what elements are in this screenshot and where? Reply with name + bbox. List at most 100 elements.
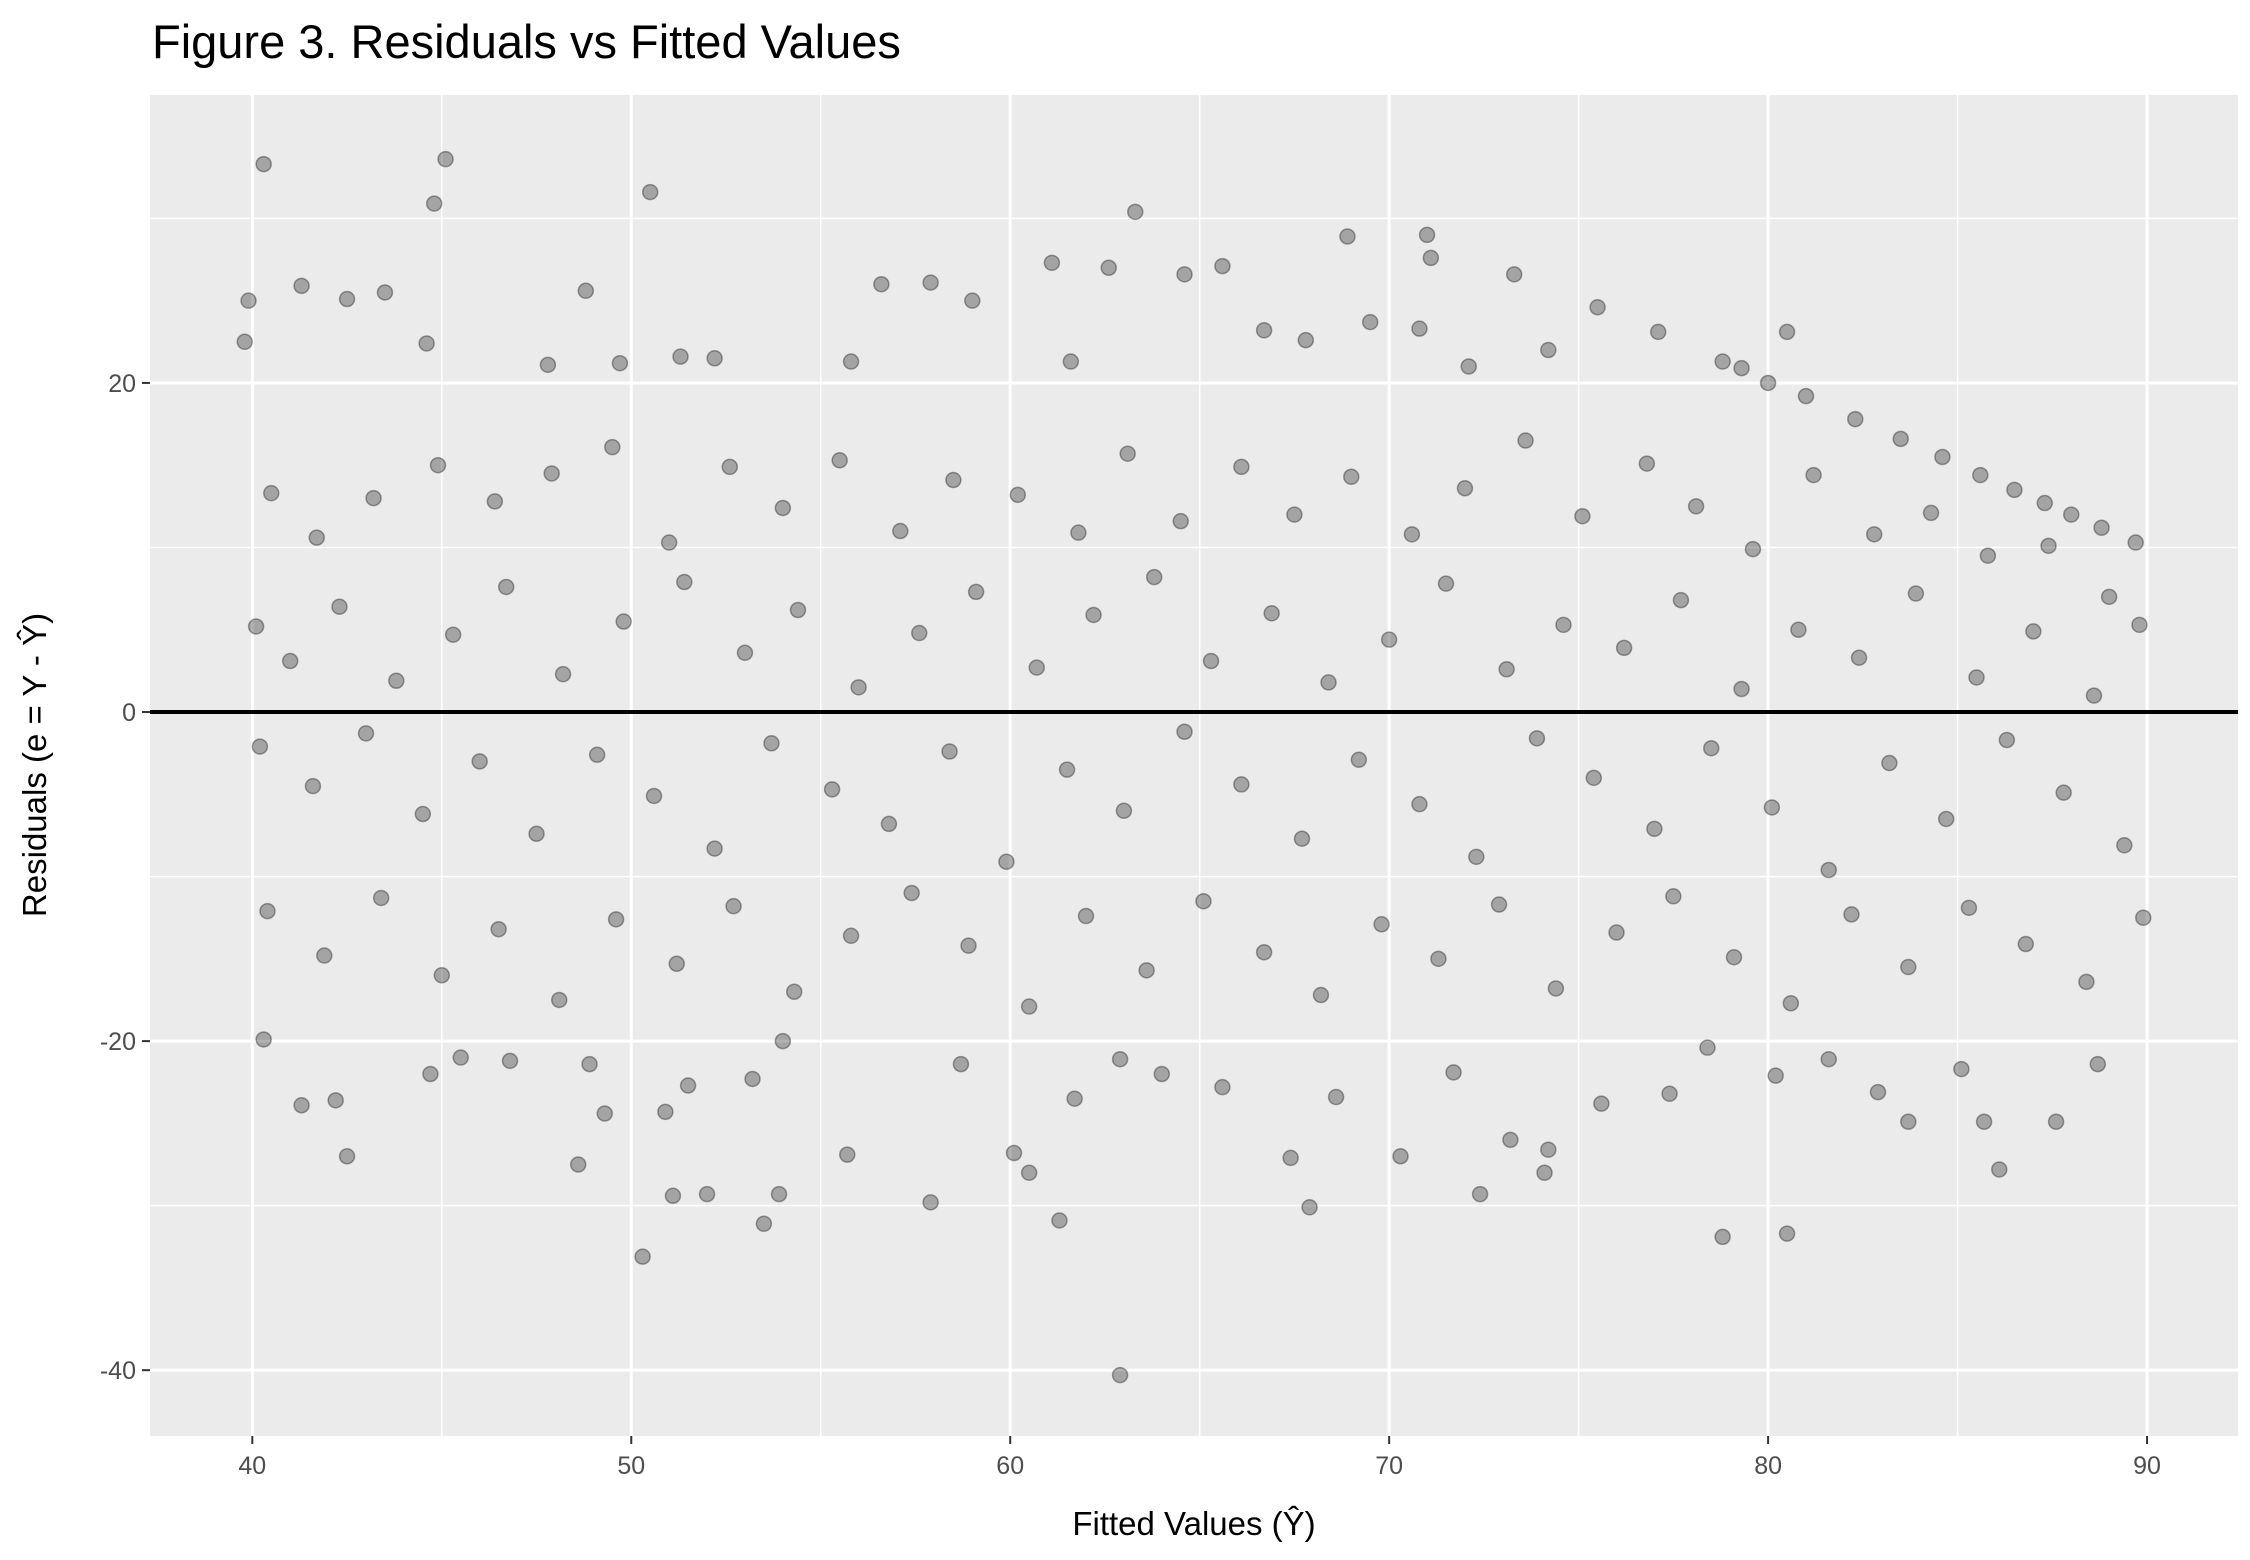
data-point <box>1070 524 1087 541</box>
data-point <box>755 1215 773 1232</box>
data-point <box>774 499 792 517</box>
data-point <box>1536 1164 1553 1181</box>
data-point <box>1574 507 1591 525</box>
data-point <box>1805 466 1822 484</box>
data-point <box>1490 896 1508 913</box>
data-point <box>539 356 557 374</box>
data-point <box>1361 313 1379 331</box>
data-point <box>1778 1225 1796 1242</box>
data-point <box>1661 1085 1678 1103</box>
data-point <box>1972 466 1989 484</box>
data-point <box>1233 776 1250 793</box>
data-point <box>1411 795 1428 813</box>
data-point <box>1733 359 1750 377</box>
data-point <box>763 735 780 752</box>
data-point <box>1043 254 1061 272</box>
data-point <box>1115 802 1133 819</box>
data-point <box>785 983 803 1000</box>
data-point <box>1176 723 1193 741</box>
data-point <box>676 573 693 591</box>
data-point <box>998 853 1015 871</box>
data-point <box>839 1146 856 1163</box>
data-point <box>706 350 723 367</box>
data-point <box>1699 1039 1716 1056</box>
data-point <box>1725 948 1743 966</box>
plot-panel <box>150 95 2238 1436</box>
data-point <box>452 1049 469 1066</box>
data-point <box>1058 761 1076 778</box>
data-point <box>1714 1228 1731 1246</box>
data-point <box>577 282 595 300</box>
data-point <box>293 1097 310 1114</box>
data-point <box>1214 257 1231 275</box>
data-point <box>789 601 807 619</box>
data-point <box>1468 848 1485 866</box>
x-axis-title: Fitted Values (Ŷ) <box>1072 1505 1315 1542</box>
data-point <box>372 889 390 907</box>
chart-title: Figure 3. Residuals vs Fitted Values <box>152 15 901 68</box>
data-point <box>588 746 606 764</box>
data-point <box>1430 950 1447 968</box>
data-point <box>1953 1060 1970 1078</box>
data-point <box>1286 506 1303 523</box>
data-point <box>1111 1366 1129 1384</box>
data-point <box>1145 568 1163 586</box>
data-point <box>1077 907 1095 925</box>
data-point <box>1907 585 1925 602</box>
data-point <box>247 618 265 635</box>
data-point <box>1312 986 1330 1004</box>
data-point <box>551 991 568 1009</box>
data-point <box>1615 639 1633 657</box>
data-point <box>1297 331 1315 349</box>
data-point <box>1975 1113 1993 1130</box>
data-point <box>1320 674 1337 691</box>
data-point <box>964 292 981 309</box>
data-point <box>236 333 253 351</box>
data-point <box>1672 591 1690 609</box>
data-point <box>1585 769 1603 787</box>
data-point <box>706 840 723 857</box>
data-point <box>2135 909 2152 926</box>
data-point <box>1263 605 1280 622</box>
data-point <box>850 679 867 696</box>
data-point <box>304 777 322 795</box>
x-tick-label: 90 <box>2133 1452 2161 1480</box>
data-point <box>376 284 394 301</box>
data-point <box>744 1070 761 1088</box>
data-point <box>251 738 269 755</box>
data-point <box>1392 1148 1409 1165</box>
data-point <box>941 743 958 760</box>
data-point <box>1020 998 1038 1015</box>
data-point <box>425 195 443 212</box>
data-point <box>528 825 545 843</box>
data-point <box>1547 980 1565 997</box>
data-point <box>2036 494 2053 512</box>
data-point <box>1922 504 1940 522</box>
data-point <box>1649 323 1667 341</box>
data-point <box>903 884 920 902</box>
data-point <box>1403 526 1421 543</box>
data-point <box>823 781 841 798</box>
data-point <box>1767 1067 1784 1084</box>
data-point <box>1608 924 1625 941</box>
data-point <box>2063 506 2080 523</box>
data-point <box>1100 259 1117 277</box>
data-point <box>1437 575 1455 592</box>
data-point <box>263 484 280 502</box>
data-point <box>1327 1088 1345 1106</box>
data-point <box>2131 616 2148 634</box>
data-point <box>1062 353 1080 370</box>
data-point <box>471 753 488 770</box>
data-point <box>1350 751 1368 768</box>
x-tick-label: 50 <box>617 1452 645 1480</box>
data-point <box>1498 660 1515 678</box>
axes: 40 50 60 70 80 90 -40 -20 0 20 <box>100 370 2161 1480</box>
data-point <box>1517 432 1534 449</box>
data-point <box>388 672 405 690</box>
data-point <box>721 458 739 476</box>
data-point <box>615 613 632 630</box>
data-point <box>2047 1113 2065 1130</box>
data-point <box>2093 519 2110 536</box>
data-point <box>331 598 348 615</box>
data-point <box>1687 498 1705 515</box>
